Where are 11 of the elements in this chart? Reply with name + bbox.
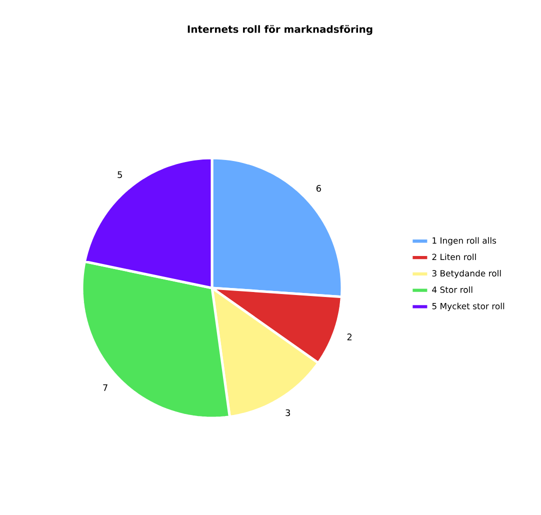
data-label: 7 [103,384,108,391]
chart-title: Internets roll för marknadsföring [188,25,372,35]
data-label: 3 [286,409,290,416]
legend-label: 2 Liten roll [432,254,476,260]
legend-label: 5 Mycket stor roll [432,302,504,311]
legend-label: 1 Ingen roll alls [432,237,496,246]
data-label: 5 [118,171,122,178]
legend-label: 3 Betydande roll [432,270,501,278]
legend-label: 4 Stor roll [432,286,472,293]
data-label: 2 [347,334,352,340]
data-label: 6 [316,184,321,192]
